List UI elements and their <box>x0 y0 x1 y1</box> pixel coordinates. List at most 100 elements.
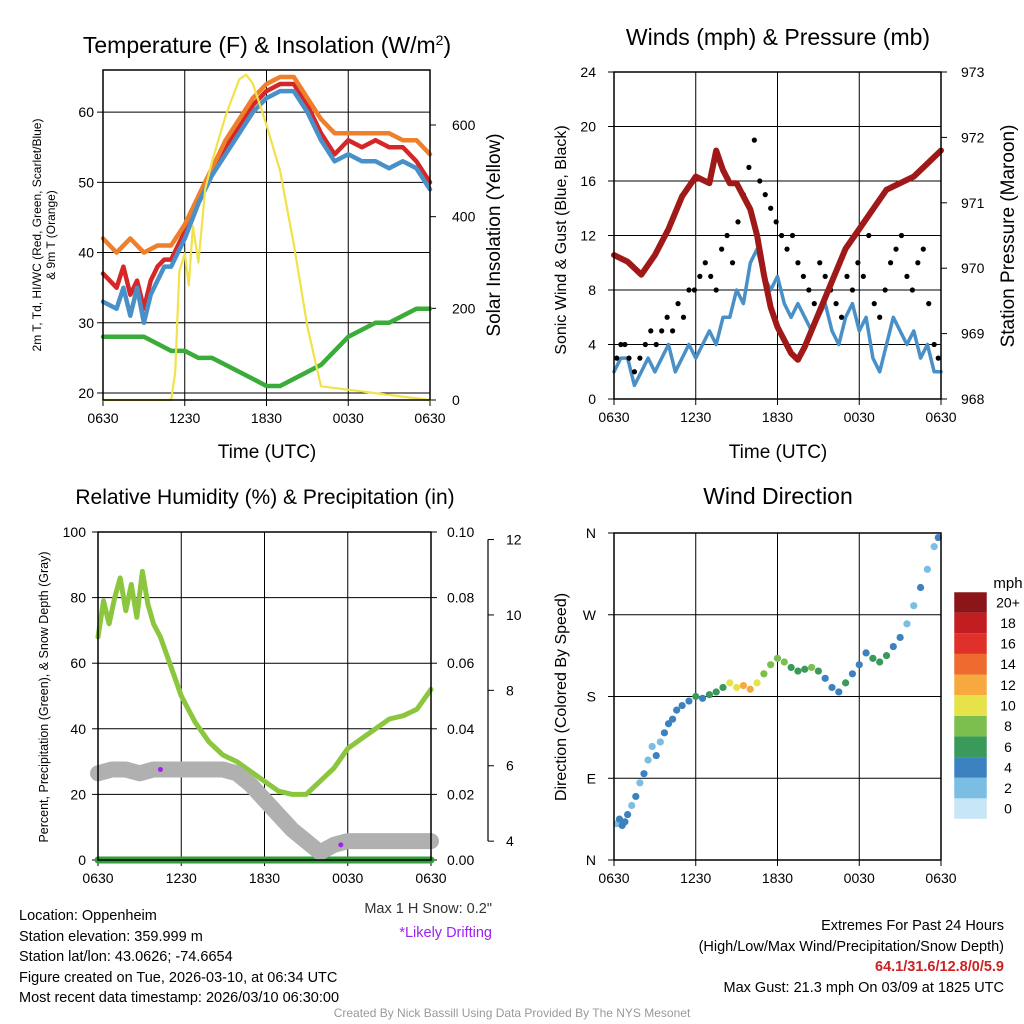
wind-series-gust-point <box>622 341 628 348</box>
station-info: Location: Oppenheim Station elevation: 3… <box>19 906 339 1009</box>
temp-series-solar-insolation <box>101 73 432 402</box>
wind-series-gust-point <box>931 341 937 348</box>
wind-series-gust-point <box>838 314 845 320</box>
winddir-point <box>685 697 693 705</box>
wind-series-gust-point <box>729 260 736 266</box>
winddir-point <box>746 685 754 693</box>
temp-xtick-label: 0030 <box>333 410 364 426</box>
wind-series-gust-point <box>806 287 812 293</box>
rh-ytick-label: 20 <box>70 786 86 802</box>
wind-series-gust-point <box>680 314 687 320</box>
winddir-point <box>934 533 942 542</box>
temp-frame <box>102 69 431 401</box>
temp-ytick-label: 20 <box>78 385 94 401</box>
winddir-point <box>794 667 802 675</box>
winddir-point <box>712 688 720 696</box>
wind-ytick-label: 16 <box>580 173 596 189</box>
winddir-point <box>814 667 822 675</box>
winddir-point <box>652 751 660 760</box>
precip-ytick-label: 0.06 <box>447 655 474 671</box>
wind-series-gust-point <box>675 301 681 307</box>
colorbar-label: 20+ <box>996 594 1020 610</box>
winddir-point <box>660 729 669 737</box>
wind-series-gust-point <box>697 273 703 279</box>
rh-xtick-label: 1230 <box>166 870 197 886</box>
snow-ytick-label: 8 <box>506 682 514 698</box>
insolation-ytick-label: 0 <box>452 392 460 408</box>
colorbar-label: 12 <box>1000 677 1016 693</box>
colorbar-swatch <box>954 653 987 675</box>
wind-series-gust-point <box>614 355 620 361</box>
temp-ytick-label: 30 <box>78 315 94 331</box>
winddir-point <box>801 665 809 673</box>
wind-series-gust-point <box>795 260 801 266</box>
winddir-ytick-label: W <box>583 607 597 623</box>
wind-series-gust-point <box>898 232 905 239</box>
temp-xtick-label: 0630 <box>87 410 118 426</box>
winddir-xtick-label: 1830 <box>762 870 793 886</box>
winddir-point <box>673 706 681 714</box>
temp-xtick-label: 1830 <box>251 410 282 426</box>
temp-ytick-label: 60 <box>78 104 94 120</box>
wind-ytick-label: 8 <box>588 282 596 298</box>
wind-series-gust-point <box>648 328 654 334</box>
snow-note: Max 1 H Snow: 0.2" *Likely Drifting <box>364 897 492 945</box>
winddir-point <box>821 674 829 682</box>
wind-series-gust-point <box>719 246 725 252</box>
precip-ytick-label: 0.08 <box>447 590 474 606</box>
max-snow-label: Max 1 H Snow: 0.2" <box>364 901 492 917</box>
rh-ytick-label: 80 <box>70 590 86 606</box>
insolation-ytick-label: 400 <box>452 209 476 225</box>
wind-series-gust-point <box>686 287 692 293</box>
precip-ytick-label: 0.02 <box>447 786 474 802</box>
wind-series-gust-point <box>800 273 806 279</box>
winddir-point <box>726 679 734 687</box>
winddir-point <box>787 663 795 672</box>
winddir-point <box>842 679 850 687</box>
wind-series-gust-point <box>893 246 899 252</box>
winddir-point <box>767 661 775 669</box>
colorbar-label: 6 <box>1004 739 1012 755</box>
winddir-point <box>656 738 664 746</box>
temp-xlabel: Time (UTC) <box>218 442 317 463</box>
rh-ytick-label: 40 <box>70 721 86 737</box>
colorbar-swatch <box>954 798 987 819</box>
wind-series-gust-point <box>904 273 910 279</box>
colorbar-swatch <box>954 592 987 613</box>
wind-series-gust-point <box>909 287 915 293</box>
wind-series-gust-point <box>751 137 757 143</box>
colorbar-swatch <box>954 715 987 737</box>
winddir-point <box>882 652 891 660</box>
winddir-point <box>889 642 897 651</box>
wind-xtick-label: 1230 <box>680 409 711 425</box>
winddir-point <box>760 670 768 678</box>
colorbar-title: mph <box>993 575 1022 592</box>
wind-series-gust-point <box>817 260 823 266</box>
wind-series-gust-point <box>833 301 839 307</box>
wind-ytick-label: 4 <box>588 337 596 353</box>
winddir-point <box>930 543 938 551</box>
winddir-point <box>668 715 677 723</box>
colorbar-swatch <box>954 633 987 654</box>
wind-series-gust-point <box>637 355 643 361</box>
wind-series-gust-point <box>691 287 697 293</box>
rh-series-snow-depth <box>90 761 439 861</box>
colorbar-label: 14 <box>1000 656 1016 672</box>
wind-series-gust-point <box>822 273 828 279</box>
wind-series-gust-point <box>860 273 866 279</box>
winddir-point <box>636 779 644 787</box>
winddir-ytick-label: E <box>587 770 596 786</box>
colorbar-swatch <box>954 612 987 634</box>
temp-ytick-label: 50 <box>78 174 94 190</box>
wind-series-gust-point <box>724 232 730 239</box>
temp-xtick-label: 0630 <box>414 410 445 426</box>
temp-panel-title: Temperature (F) & Insolation (W/m2) <box>83 32 451 58</box>
winddir-frame <box>613 532 942 861</box>
station-latlon: Station lat/lon: 43.0626; -74.6654 <box>19 949 233 965</box>
snow-ytick-label: 10 <box>506 607 522 623</box>
winddir-point <box>733 683 741 692</box>
winddir-point <box>780 658 788 666</box>
rh-series-relative-humidity <box>95 568 434 797</box>
extremes-values: 64.1/31.6/12.8/0/5.9 <box>875 959 1004 975</box>
wind-xtick-label: 0630 <box>925 409 956 425</box>
